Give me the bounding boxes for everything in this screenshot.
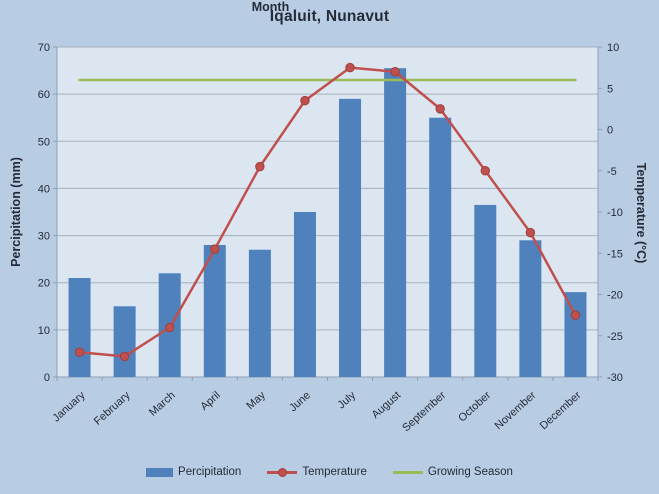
legend: Percipitation Temperature Growing Season [0,460,659,484]
precip-bar-january [68,278,91,377]
percipitation-swatch-icon [146,467,174,477]
x-category-label-july: July [335,389,358,411]
temperature-point-april [210,244,220,254]
precip-bar-may [248,249,271,377]
right-tick-label: 0 [607,125,613,137]
x-category-label-august: August [370,389,403,421]
temperature-point-june [300,95,310,106]
right-tick-label: -5 [607,166,617,178]
temperature-point-november [525,227,536,238]
left-tick-label: 60 [38,89,50,101]
left-tick-label: 10 [38,325,50,337]
right-tick-label: 5 [607,83,613,95]
temperature-line-marker-icon [267,467,298,477]
legend-item-growing-season: Growing Season [392,466,513,478]
temperature-point-january [74,347,85,357]
temperature-point-july [345,62,355,73]
legend-item-temperature: Temperature [267,466,367,478]
precip-bar-april [203,245,226,377]
left-tick-label: 70 [38,42,50,54]
left-tick-label: 20 [38,278,50,290]
temperature-point-september [435,104,445,114]
precip-bar-december [564,292,587,377]
plot-background [57,47,598,377]
right-tick-label: -10 [607,207,623,219]
precip-bar-june [293,212,316,377]
legend-label: Growing Season [427,466,513,478]
right-tick-label: -15 [607,248,623,260]
temperature-point-august [390,67,400,77]
legend-label: Percipitation [178,466,242,478]
legend-item-percipitation: Percipitation [146,466,241,478]
right-axis-title: Temperature (°C) [634,162,648,264]
left-axis-title: Percipitation (mm) [9,157,23,267]
x-category-label-november: November [493,389,539,432]
left-tick-label: 0 [44,372,50,384]
temperature-point-february [119,351,130,362]
right-tick-label: -20 [607,290,623,302]
x-category-label-december: December [538,389,584,432]
precip-bar-november [519,240,542,377]
temperature-point-october [480,166,490,176]
x-category-label-september: September [400,389,448,434]
chart-title: Iqaluit, Nunavut [269,8,390,25]
precip-bar-february [113,306,136,377]
temperature-point-december [570,310,581,320]
legend-label: Temperature [302,466,367,478]
right-tick-label: 10 [607,42,619,54]
x-category-label-april: April [198,389,222,413]
x-category-label-january: January [50,389,87,424]
left-tick-label: 50 [38,136,50,148]
x-category-label-may: May [244,389,268,412]
precip-bar-september [429,117,452,377]
left-tick-label: 40 [38,183,50,195]
precip-bar-august [384,68,407,377]
right-tick-label: -30 [607,372,623,384]
temperature-point-may [255,161,265,172]
x-category-label-october: October [456,389,493,424]
precip-bar-july [339,98,362,377]
right-tick-label: -25 [607,331,623,343]
x-axis-title: Month [251,0,290,14]
growing-season-line-icon [392,467,423,477]
x-category-label-june: June [287,389,313,414]
temperature-point-march [165,322,175,333]
temperature-line [78,66,577,358]
x-category-label-march: March [147,389,178,418]
x-category-label-february: February [92,389,133,428]
precip-bar-october [474,204,497,377]
left-tick-label: 30 [38,231,50,243]
